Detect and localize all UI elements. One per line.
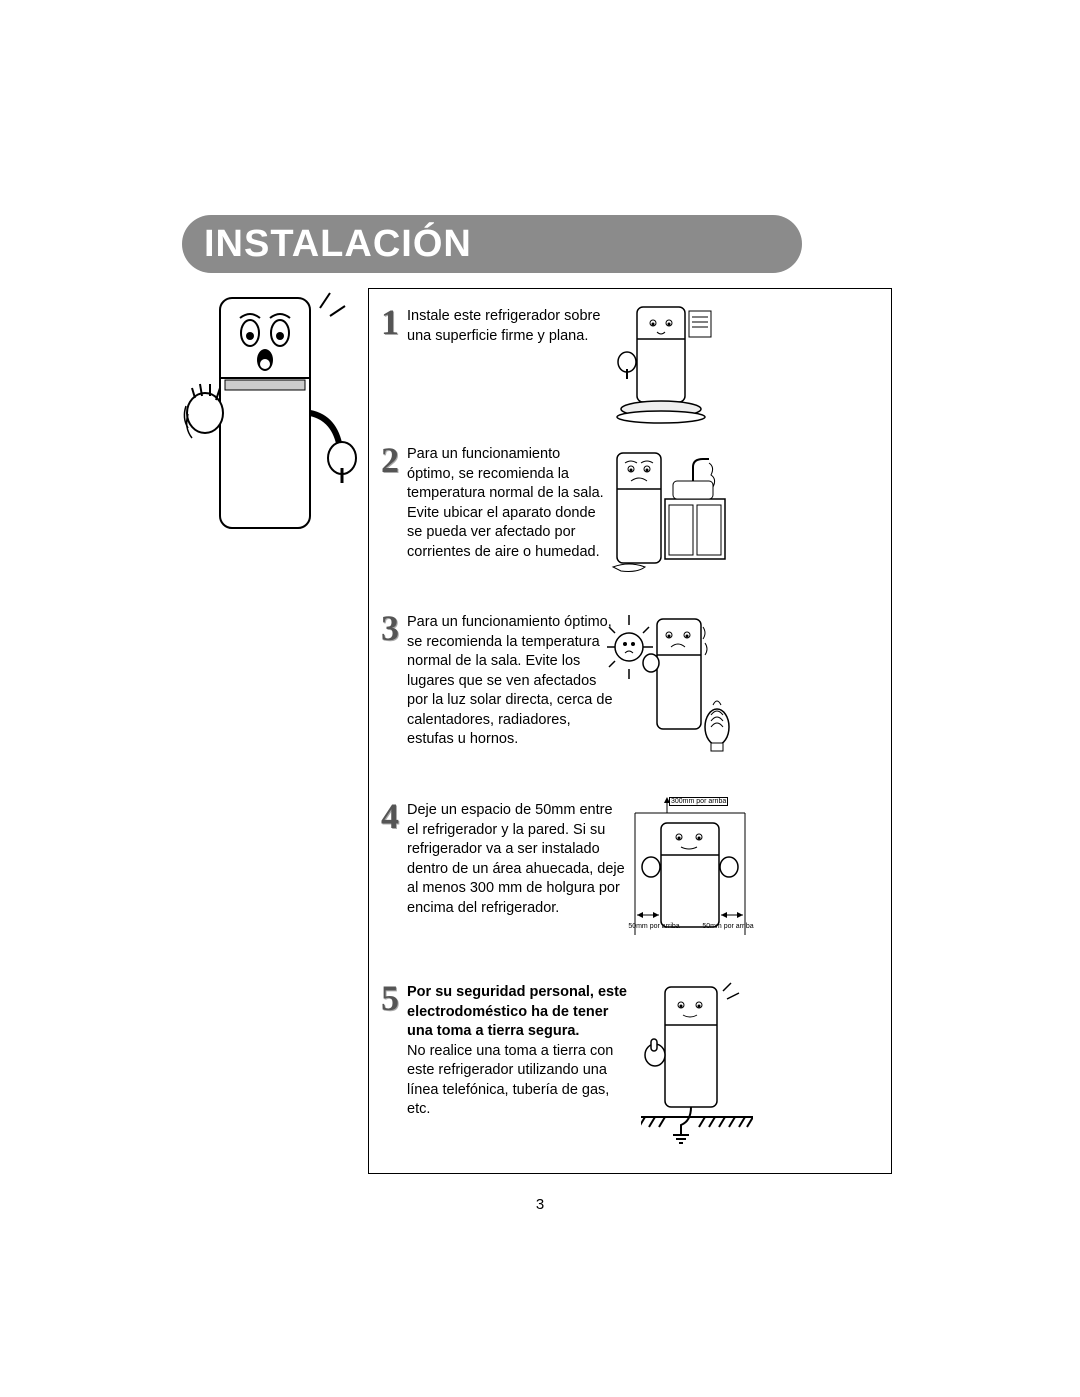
step-1-illustration: [609, 297, 729, 427]
step-number-2: 2: [375, 439, 405, 481]
step-3-text: Para un funcionamiento óptimo, se recomi…: [407, 613, 617, 750]
step-2-illustration: [609, 439, 729, 579]
step-5-text: Por su seguridad personal, este electrod…: [407, 983, 635, 1120]
step-number-1: 1: [375, 301, 405, 343]
step-4-label-left: 50mm por arriba: [625, 923, 683, 930]
step-5-bold: Por su seguridad personal, este electrod…: [407, 984, 627, 1039]
step-1-text: Instale este refrigerador sobre una supe…: [407, 307, 607, 346]
steps-box: 1 Instale este refrigerador sobre una su…: [368, 288, 892, 1174]
step-4-label-right: 50mm por arriba: [699, 923, 757, 930]
step-2-text: Para un funcionamiento óptimo, se recomi…: [407, 445, 607, 562]
step-number-3: 3: [375, 607, 405, 649]
step-3: 3 Para un funcionamiento óptimo, se reco…: [369, 607, 891, 777]
step-4-label-top: 300mm por arriba: [669, 797, 728, 806]
section-title: INSTALACIÓN: [204, 223, 472, 266]
main-mascot-illustration: [180, 288, 360, 548]
manual-page: INSTALACIÓN: [0, 0, 1080, 1397]
step-2: 2 Para un funcionamiento óptimo, se reco…: [369, 439, 891, 589]
step-5-body: No realice una toma a tierra con este re…: [407, 1043, 613, 1118]
step-4-text: Deje un espacio de 50mm entre el refrige…: [407, 801, 625, 918]
step-4: 4 Deje un espacio de 50mm entre el refri…: [369, 795, 891, 945]
step-5-illustration: [641, 977, 753, 1147]
section-title-pill: INSTALACIÓN: [182, 215, 802, 273]
step-4-illustration: 300mm por arriba 50mm por arriba 50mm po…: [627, 795, 753, 945]
step-5: 5 Por su seguridad personal, este electr…: [369, 977, 891, 1157]
step-number-4: 4: [375, 795, 405, 837]
page-number: 3: [0, 1196, 1080, 1213]
step-1: 1 Instale este refrigerador sobre una su…: [369, 297, 891, 427]
step-3-illustration: [607, 607, 733, 767]
step-number-5: 5: [375, 977, 405, 1019]
